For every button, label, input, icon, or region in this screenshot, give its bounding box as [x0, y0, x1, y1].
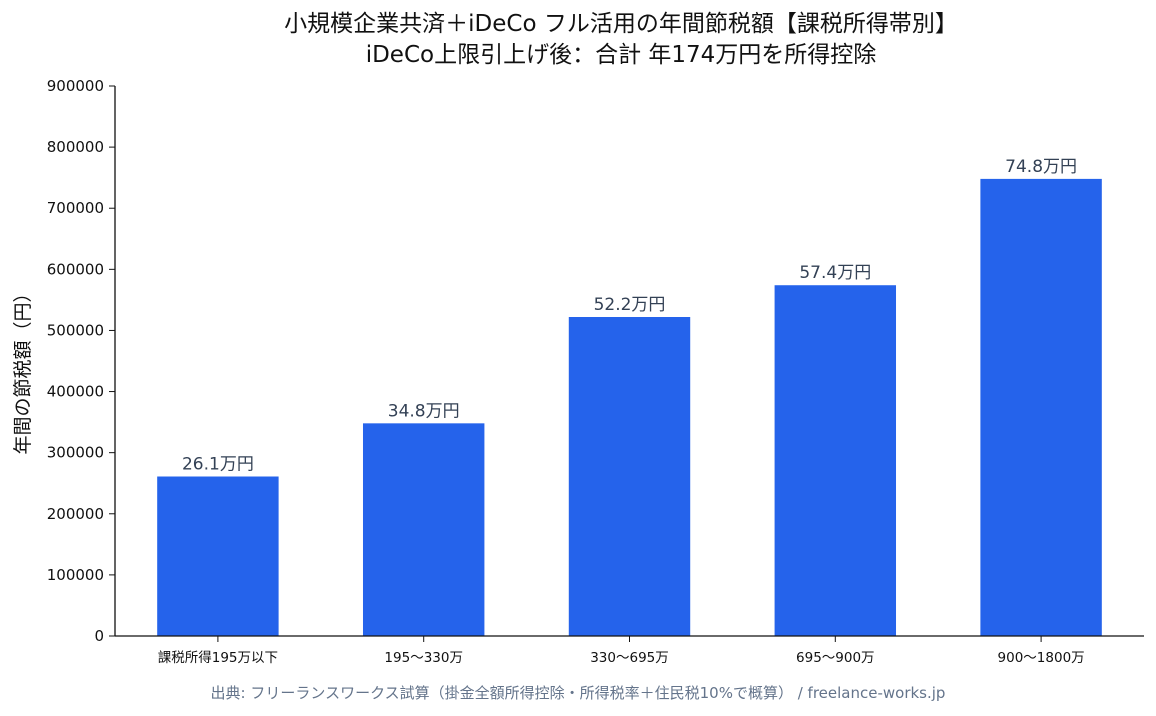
bar — [980, 178, 1102, 636]
y-tick-label: 500000 — [47, 321, 104, 339]
data-label: 26.1万円 — [182, 455, 254, 475]
data-label: 57.4万円 — [799, 263, 871, 283]
x-tick-label: 課税所得195万以下 — [158, 649, 278, 666]
y-axis-label: 年間の節税額（円） — [12, 283, 34, 454]
y-tick-label: 600000 — [47, 260, 104, 278]
data-label: 52.2万円 — [594, 295, 666, 315]
y-tick-label: 400000 — [47, 383, 104, 401]
y-tick-label: 900000 — [47, 77, 104, 95]
bar — [774, 285, 897, 636]
plot-area: 0 100000 200000 300000 400000 500000 600000 700… — [47, 77, 1102, 666]
y-tick-label: 800000 — [47, 138, 104, 156]
x-tick-label: 900〜1800万 — [998, 650, 1085, 666]
x-tick-label: 195〜330万 — [384, 650, 463, 666]
x-tick-label: 695〜900万 — [796, 650, 875, 666]
bar — [568, 317, 691, 636]
data-label: 34.8万円 — [388, 401, 460, 421]
chart-subtitle: iDeCo上限引上げ後：合計 年174万円を所得控除 — [366, 42, 877, 68]
chart-title: 小規模企業共済＋iDeCo フル活用の年間節税額【課税所得帯別】 — [284, 11, 958, 37]
bar — [362, 423, 485, 636]
data-label: 74.8万円 — [1005, 157, 1077, 177]
y-tick-label: 700000 — [47, 199, 104, 217]
y-tick-label: 0 — [94, 627, 104, 645]
y-tick-label: 100000 — [47, 566, 104, 584]
x-tick-label: 330〜695万 — [590, 650, 669, 666]
source-note: 出典: フリーランスワークス試算（掛金全額所得控除・所得税率＋住民税10%で概算… — [211, 684, 946, 702]
y-tick-label: 300000 — [47, 444, 104, 462]
bar — [157, 476, 279, 636]
y-tick-label: 200000 — [47, 505, 104, 523]
